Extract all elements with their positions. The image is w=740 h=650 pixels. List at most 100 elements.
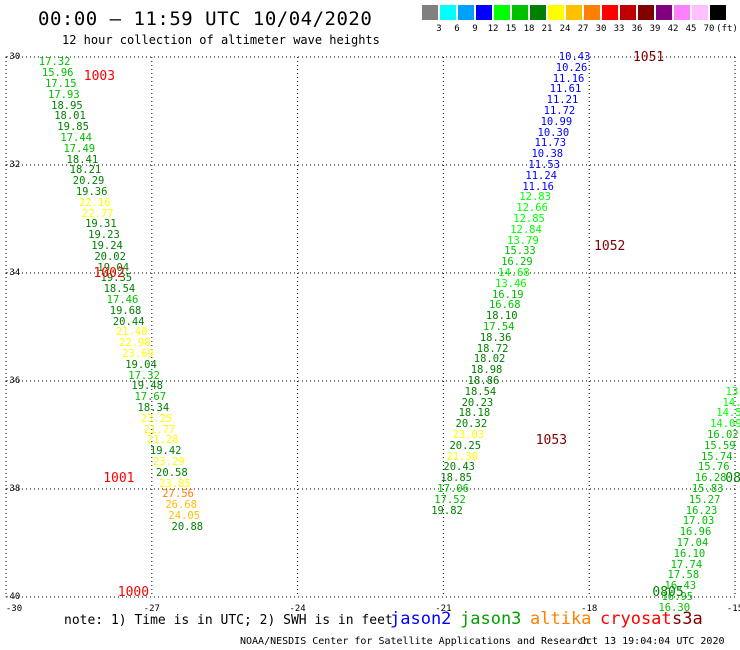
page-subtitle: 12 hour collection of altimeter wave hei… bbox=[62, 33, 380, 47]
y-tick-label: -40 bbox=[4, 592, 21, 602]
wave-height-label: 19.31 bbox=[85, 218, 117, 231]
wave-height-label: 17.03 bbox=[682, 515, 715, 528]
wave-height-label: 11.72 bbox=[543, 105, 576, 117]
scale-swatch bbox=[584, 5, 600, 20]
wave-height-label: 11.16 bbox=[552, 72, 585, 85]
wave-height-label: 17.67 bbox=[134, 391, 167, 404]
wave-height-label: 17.44 bbox=[60, 132, 92, 144]
scale-label: 45 bbox=[685, 24, 697, 34]
wave-height-label: 11.53 bbox=[528, 159, 561, 171]
scale-swatch bbox=[656, 5, 672, 20]
wave-height-label: 19.35 bbox=[100, 272, 133, 285]
wave-height-label: 20.23 bbox=[461, 396, 494, 409]
x-tick-label: -30 bbox=[5, 604, 23, 614]
wave-height-label: 16.10 bbox=[673, 547, 706, 560]
wave-height-label: 18.18 bbox=[458, 407, 491, 420]
wave-height-label: 16.02 bbox=[707, 429, 739, 441]
y-tick-label: -38 bbox=[4, 484, 21, 494]
wave-height-label: 23.29 bbox=[152, 456, 185, 468]
scale-swatch bbox=[458, 5, 474, 20]
wave-height-label: 11.73 bbox=[534, 137, 567, 150]
wave-height-label: 20.43 bbox=[443, 461, 475, 474]
wave-height-label: 18.01 bbox=[54, 110, 86, 123]
wave-height-label: 12.83 bbox=[519, 191, 551, 204]
wave-height-label: 15.96 bbox=[41, 67, 74, 80]
wave-height-label: 23.25 bbox=[140, 412, 173, 425]
satellite-legend-item: cryosat bbox=[600, 609, 672, 629]
scale-swatch bbox=[476, 5, 492, 20]
scale-swatch bbox=[530, 5, 546, 20]
wave-height-label: 20.58 bbox=[156, 466, 188, 479]
y-tick-label: -30 bbox=[4, 52, 21, 62]
scale-label: 27 bbox=[577, 24, 589, 34]
wave-height-label: 10.43 bbox=[558, 51, 591, 63]
pass-time-label: 08 bbox=[725, 471, 740, 487]
wave-height-label: 10.26 bbox=[555, 61, 588, 74]
wave-height-label: 16.29 bbox=[501, 256, 533, 269]
wave-height-label: 19.68 bbox=[109, 304, 142, 317]
wave-height-label: 14.09 bbox=[710, 418, 740, 431]
wave-height-label: 17.49 bbox=[63, 142, 96, 155]
wave-height-label: 18.98 bbox=[470, 364, 503, 377]
wave-height-label: 21.77 bbox=[143, 423, 176, 436]
wave-height-label: 23.85 bbox=[159, 477, 191, 490]
wave-height-label: 18.85 bbox=[440, 472, 472, 485]
wave-height-label: 22.77 bbox=[81, 207, 114, 220]
wave-height-label: 26.68 bbox=[165, 499, 197, 512]
wave-height-label: 21.40 bbox=[115, 326, 148, 339]
scale-swatch bbox=[602, 5, 618, 20]
wave-height-label: 10.99 bbox=[540, 115, 573, 128]
wave-height-label: 16.19 bbox=[491, 288, 524, 301]
wave-height-label: 16.23 bbox=[685, 504, 718, 517]
scale-label: 6 bbox=[454, 24, 460, 34]
wave-height-label: 19.36 bbox=[75, 186, 108, 198]
wave-height-label: 19.04 bbox=[125, 358, 157, 371]
wave-height-label: 23.69 bbox=[122, 348, 154, 360]
wave-height-label: 18.34 bbox=[137, 402, 170, 414]
scale-swatch bbox=[638, 5, 654, 20]
wave-height-label: 20.88 bbox=[171, 520, 204, 533]
wave-height-label: 17.04 bbox=[676, 537, 709, 549]
wave-height-label: 20.44 bbox=[112, 315, 145, 328]
wave-height-label: 18.72 bbox=[476, 342, 509, 355]
scale-swatch bbox=[692, 5, 708, 20]
satellite-legend-item: jason2 bbox=[390, 609, 452, 629]
wave-height-label: 13.46 bbox=[495, 277, 527, 290]
wave-height-label: 19.42 bbox=[149, 445, 182, 458]
wave-height-label: 15.27 bbox=[688, 493, 721, 506]
wave-height-label: 20.29 bbox=[72, 175, 105, 188]
pass-time-label: 1052 bbox=[594, 239, 626, 254]
scale-label: 18 bbox=[523, 24, 535, 34]
scale-label: 30 bbox=[595, 24, 607, 34]
wave-height-label: 22.16 bbox=[78, 196, 111, 209]
wave-height-label: 16.96 bbox=[679, 526, 712, 539]
wave-height-label: 16.28 bbox=[694, 472, 727, 485]
wave-height-label: 18.10 bbox=[485, 310, 518, 323]
scale-label: 33 bbox=[613, 24, 625, 34]
x-tick-label: -24 bbox=[289, 604, 306, 614]
x-tick-label: -15 bbox=[726, 604, 740, 614]
wave-height-label: 11.61 bbox=[549, 83, 582, 96]
scale-label: 21 bbox=[541, 24, 553, 34]
satellite-legend-item: jason3 bbox=[460, 609, 522, 629]
wave-height-label: 27.56 bbox=[162, 488, 194, 501]
timestamp: Oct 13 19:04:04 UTC 2020 bbox=[580, 636, 725, 647]
wave-height-label: 18.54 bbox=[103, 283, 136, 296]
wave-height-label: 17.32 bbox=[128, 369, 160, 382]
wave-height-label: 15.59 bbox=[704, 439, 736, 452]
wave-height-label: 17.54 bbox=[482, 321, 515, 333]
wave-height-label: 17.06 bbox=[437, 483, 469, 495]
wave-height-label: 18.02 bbox=[473, 353, 506, 366]
wave-height-label: 19.82 bbox=[431, 504, 463, 517]
wave-height-label: 17.58 bbox=[667, 569, 700, 582]
pass-time-label: 1000 bbox=[117, 584, 150, 600]
pass-time-label: 1002 bbox=[93, 266, 125, 281]
scale-swatch bbox=[674, 5, 690, 20]
scale-label: 24 bbox=[559, 24, 571, 34]
x-tick-label: -18 bbox=[581, 604, 598, 614]
pass-time-label: 1003 bbox=[83, 68, 116, 84]
pass-time-label: 1051 bbox=[632, 50, 665, 65]
wave-height-label: 13.79 bbox=[507, 234, 539, 247]
